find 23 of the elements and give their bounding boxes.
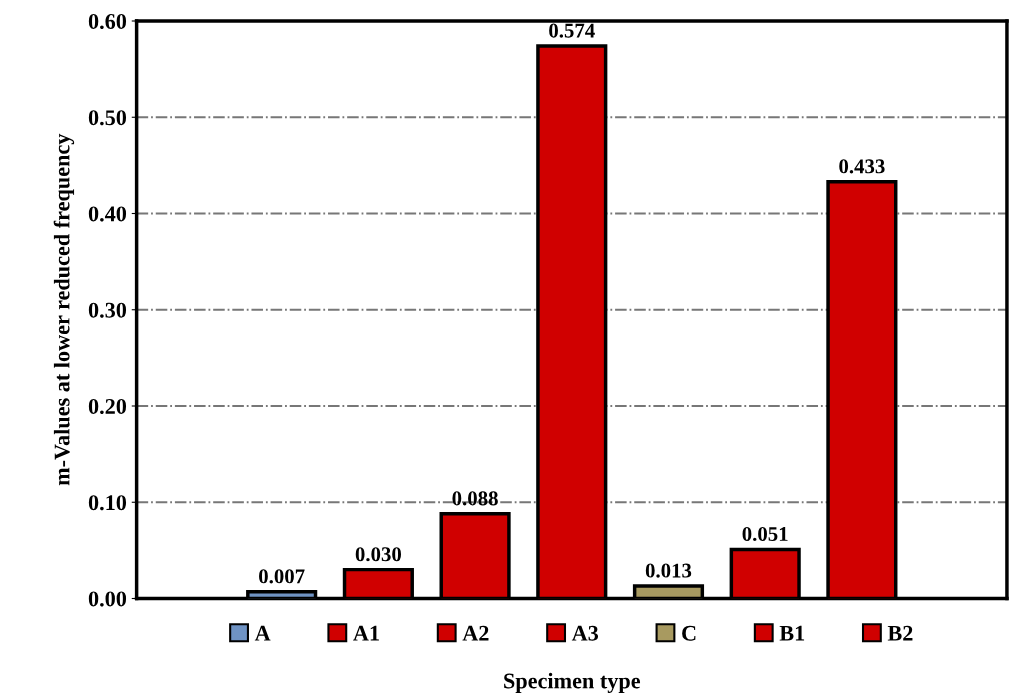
data-label: 0.574 <box>549 23 595 38</box>
y-tick-label: 0.00 <box>88 591 127 607</box>
legend-label: A3 <box>571 625 599 641</box>
data-label: 0.433 <box>839 159 885 174</box>
data-label: 0.030 <box>355 547 402 562</box>
legend-label: B2 <box>887 625 913 641</box>
x-axis-title: Specimen type <box>504 672 641 694</box>
y-tick-label: 0.60 <box>88 13 127 30</box>
legend-label: A2 <box>462 625 489 641</box>
data-label: 0.013 <box>645 563 692 578</box>
y-axis-title: m-Values at lower reduced frequency <box>53 133 75 486</box>
y-tick-label: 0.10 <box>88 495 127 511</box>
legend-label: B1 <box>779 625 805 641</box>
legend-label: C <box>682 625 696 641</box>
y-tick-label: 0.50 <box>88 110 127 126</box>
legend-label: A1 <box>353 625 379 641</box>
data-label: 0.088 <box>452 491 498 506</box>
y-tick-label: 0.40 <box>88 206 127 222</box>
y-tick-label: 0.30 <box>88 302 127 318</box>
legend-label: A <box>254 625 271 641</box>
y-tick-label: 0.20 <box>88 398 127 415</box>
data-label: 0.007 <box>259 569 305 584</box>
data-label: 0.051 <box>742 526 788 542</box>
